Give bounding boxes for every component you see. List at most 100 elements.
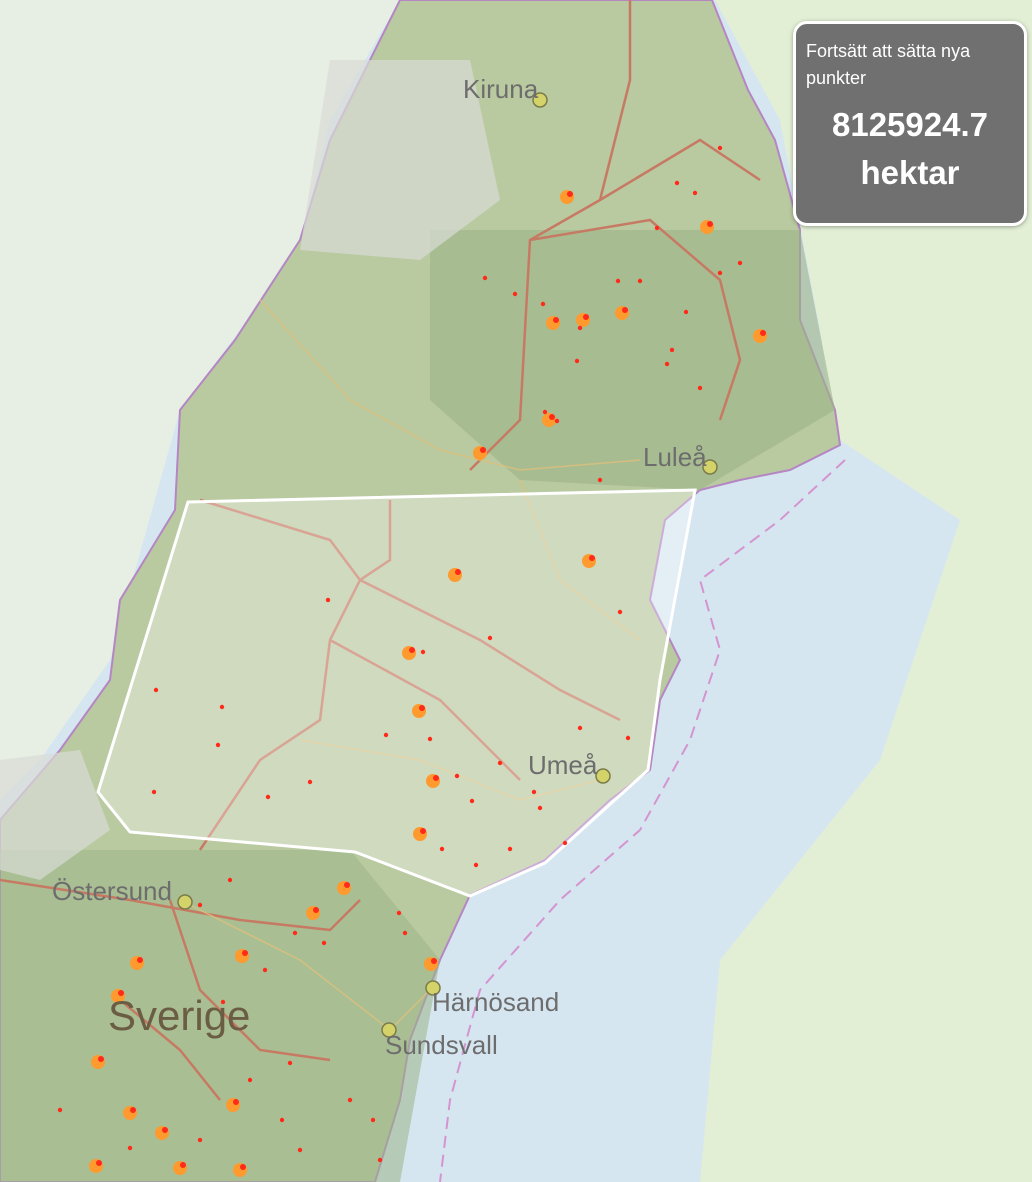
fire-point [57,1107,63,1113]
drawn-area-polygon[interactable] [96,488,697,898]
fire-point [454,773,460,779]
city-lulea[interactable]: Luleå [643,442,718,475]
fire-point [577,325,583,331]
fire-point [625,735,631,741]
fire-marker [424,957,438,971]
fire-marker-dot [420,828,426,834]
fire-marker [155,1126,169,1140]
fire-marker-dot [240,1164,246,1170]
fire-point [347,1097,353,1103]
fire-point [325,597,331,603]
fire-marker-dot [707,221,713,227]
fire-marker [91,1055,105,1069]
fire-point [402,930,408,936]
fire-point [542,409,548,415]
fire-point [562,840,568,846]
fire-point [383,732,389,738]
fire-point [396,910,402,916]
city-label: Umeå [528,750,598,780]
fire-point [127,1145,133,1151]
city-kiruna[interactable]: Kiruna [463,74,548,108]
fire-point [497,760,503,766]
fire-marker-dot [137,957,143,963]
fire-marker-dot [583,314,589,320]
fire-marker [546,316,560,330]
fire-marker [426,774,440,788]
fire-marker [753,329,767,343]
fire-point [537,805,543,811]
fire-point [427,736,433,742]
fire-marker-dot [242,950,248,956]
fire-marker-dot [480,447,486,453]
fire-marker-dot [433,775,439,781]
fire-marker-dot [760,330,766,336]
fire-point [473,862,479,868]
fire-marker [412,704,426,718]
fire-marker [700,220,714,234]
fire-point [469,798,475,804]
fire-point [151,789,157,795]
mountain-area [0,750,110,880]
fire-point [683,309,689,315]
fire-marker [235,949,249,963]
fire-marker-dot [162,1127,168,1133]
fire-marker [130,956,144,970]
fire-marker-dot [622,307,628,313]
fire-point [540,301,546,307]
fire-point [617,609,623,615]
fire-point [219,704,225,710]
fire-marker [111,989,125,1003]
city-umea[interactable]: Umeå [528,750,611,784]
city-ostersund[interactable]: Östersund [52,876,193,910]
fire-marker [542,413,556,427]
fire-point [674,180,680,186]
fire-point [554,418,560,424]
instruction-text: Fortsätt att sätta nya punkter [806,41,971,88]
fire-point [197,1137,203,1143]
city-harnosand[interactable]: Härnösand [425,980,559,1017]
fire-point [279,1117,285,1123]
fire-point [420,649,426,655]
gulf-of-bothnia [400,440,960,1182]
fire-point [197,902,203,908]
fire-point [439,846,445,852]
area-value: 8125924.7 [832,106,988,143]
fire-marker-dot [130,1107,136,1113]
fire-point [615,278,621,284]
fire-point [597,477,603,483]
fire-marker-dot [553,317,559,323]
fire-point [737,260,743,266]
fire-marker-dot [313,907,319,913]
fire-marker-dot [98,1056,104,1062]
fire-point [297,1147,303,1153]
fire-point [637,278,643,284]
fire-point [262,967,268,973]
fire-point [227,877,233,883]
norway-land [0,0,400,800]
area-unit: hektar [860,154,960,191]
fire-point [215,742,221,748]
city-sundsvall[interactable]: Sundsvall [381,1022,498,1060]
fire-marker-dot [455,569,461,575]
fire-point [692,190,698,196]
fire-point [669,347,675,353]
maritime-border [439,459,846,1182]
fire-marker-dot [233,1099,239,1105]
fire-point [487,635,493,641]
fire-marker-dot [549,414,555,420]
fire-marker-dot [567,191,573,197]
fire-marker [233,1163,247,1177]
fire-marker-dot [118,990,124,996]
fire-point [370,1117,376,1123]
roads [179,299,641,1031]
fire-marker [413,827,427,841]
area-info-panel: Fortsätt att sätta nya punkter 8125924.7… [793,21,1027,226]
fire-point [717,270,723,276]
fire-point [577,725,583,731]
finland-land [700,0,1032,1182]
city-label: Kiruna [463,74,539,104]
fire-point [654,225,660,231]
fire-marker-dot [96,1160,102,1166]
fire-marker [615,306,629,320]
fire-point [664,361,670,367]
